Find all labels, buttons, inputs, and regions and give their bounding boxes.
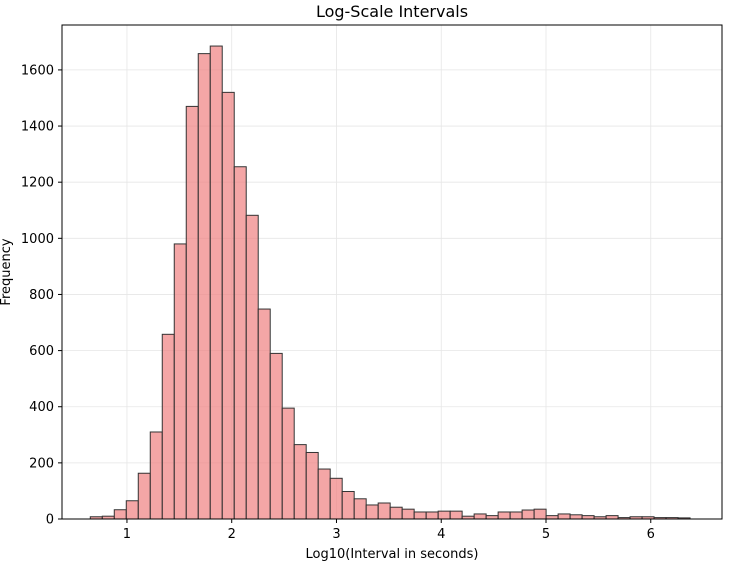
- histogram-bar-37: [533, 508, 547, 520]
- plot-frame: [61, 24, 723, 520]
- histogram-bar-23: [365, 504, 379, 520]
- histogram-bar-29: [437, 510, 451, 520]
- histogram-bar-22: [353, 498, 367, 520]
- histogram-bar-8: [185, 105, 199, 520]
- histogram-bar-15: [269, 352, 283, 520]
- histogram-bar-43: [605, 515, 619, 520]
- histogram-bar-6: [161, 333, 175, 520]
- x-tick-label-2: 3: [332, 527, 340, 542]
- x-axis-label: Log10(Interval in seconds): [306, 547, 479, 562]
- x-tick-label-3: 4: [437, 527, 445, 542]
- histogram-bar-33: [485, 515, 499, 520]
- y-tick-label-1: 200: [29, 456, 54, 471]
- histogram-bar-14: [257, 308, 271, 520]
- histogram-bar-11: [221, 91, 235, 520]
- histogram-bar-13: [245, 214, 259, 520]
- histogram-bar-7: [173, 243, 187, 520]
- histogram-bar-3: [125, 500, 139, 520]
- histogram-bar-35: [509, 511, 523, 520]
- grid-lines: [62, 25, 722, 520]
- histogram-bar-5: [149, 431, 163, 520]
- histogram-bar-24: [377, 502, 391, 520]
- histogram-bar-19: [317, 468, 331, 520]
- y-axis-ticks: 0 200 400 600 800 1000 1200 1400 1600: [21, 63, 62, 528]
- histogram-bar-25: [389, 506, 403, 520]
- histogram-bar-26: [401, 508, 415, 520]
- y-tick-label-5: 1000: [21, 232, 54, 247]
- x-tick-label-5: 6: [647, 527, 655, 542]
- x-tick-label-4: 5: [542, 527, 550, 542]
- histogram-bar-30: [449, 510, 463, 520]
- x-tick-label-0: 1: [123, 527, 131, 542]
- histogram-bar-10: [209, 45, 223, 520]
- y-tick-label-2: 400: [29, 400, 54, 415]
- y-tick-label-3: 600: [29, 344, 54, 359]
- y-tick-label-7: 1400: [21, 120, 54, 135]
- histogram-bar-32: [473, 513, 487, 520]
- histogram-bar-21: [341, 490, 355, 520]
- x-tick-label-1: 2: [228, 527, 236, 542]
- histogram-bar-34: [497, 511, 511, 520]
- histogram-bar-16: [281, 407, 295, 520]
- histogram-bar-36: [521, 509, 535, 520]
- histogram-bar-40: [569, 514, 583, 520]
- histogram-bar-12: [233, 166, 247, 520]
- histogram-bar-41: [581, 515, 595, 520]
- y-axis-label: Frequency: [0, 238, 14, 305]
- y-tick-label-0: 0: [46, 513, 54, 528]
- histogram-bar-2: [113, 509, 127, 520]
- histogram-bar-39: [557, 513, 571, 520]
- x-axis-ticks: 1 2 3 4 5 6: [123, 519, 655, 542]
- histogram-bars: [89, 45, 691, 520]
- histogram-bar-27: [413, 511, 427, 520]
- histogram-bar-9: [197, 53, 211, 520]
- chart-title: Log-Scale Intervals: [316, 2, 468, 21]
- histogram-bar-20: [329, 477, 343, 520]
- histogram-bar-17: [293, 444, 307, 520]
- histogram-bar-4: [137, 472, 151, 520]
- y-tick-label-4: 800: [29, 288, 54, 303]
- y-tick-label-6: 1200: [21, 176, 54, 191]
- y-tick-label-8: 1600: [21, 63, 54, 78]
- histogram-bar-28: [425, 511, 439, 520]
- histogram-bar-18: [305, 451, 319, 520]
- histogram-bar-38: [545, 515, 559, 520]
